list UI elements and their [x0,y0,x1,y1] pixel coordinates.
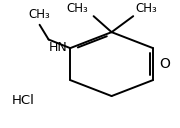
Text: CH₃: CH₃ [135,2,157,15]
Text: CH₃: CH₃ [66,2,88,15]
Text: HCl: HCl [12,94,35,108]
Text: O: O [159,57,170,71]
Text: CH₃: CH₃ [29,8,50,21]
Text: HN: HN [49,41,68,54]
